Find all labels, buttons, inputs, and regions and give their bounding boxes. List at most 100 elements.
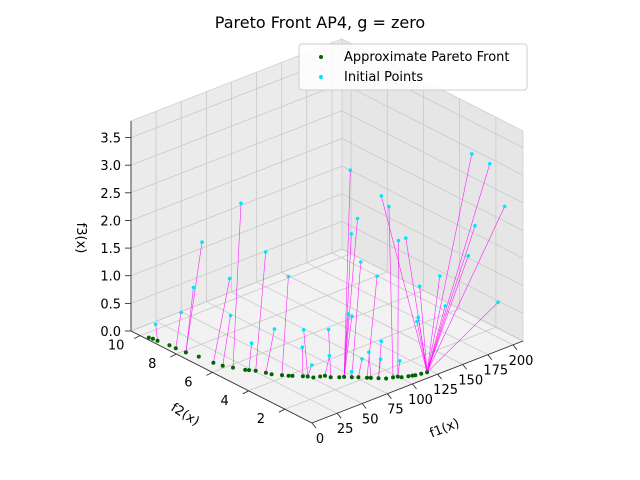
- x-tick-label: 25: [337, 422, 354, 437]
- trajectory-link: [405, 238, 428, 373]
- z-tick-label: 0.0: [100, 325, 121, 340]
- trajectory-link: [343, 233, 352, 377]
- initial-point: [375, 274, 379, 279]
- pareto-point: [349, 375, 354, 380]
- initial-point: [346, 312, 351, 316]
- pareto-point: [323, 373, 327, 378]
- pareto-point: [286, 373, 291, 378]
- grid-line-x: [331, 252, 514, 346]
- pareto-point: [253, 368, 258, 373]
- trajectory-link: [232, 203, 242, 368]
- pareto-point: [419, 371, 424, 376]
- y-tick-label: 10: [108, 339, 125, 354]
- pareto-point: [146, 335, 151, 340]
- grid-line-z: [341, 110, 524, 204]
- pareto-point: [220, 363, 225, 368]
- initial-point: [300, 345, 305, 350]
- initial-point: [396, 238, 401, 243]
- grid-line-y: [212, 290, 424, 373]
- initial-point: [473, 224, 477, 228]
- initial-point: [200, 240, 204, 244]
- z-tick-label: 3.5: [100, 132, 121, 147]
- trajectory-link: [381, 195, 428, 373]
- initial-point: [179, 310, 183, 315]
- pareto-point: [196, 354, 201, 359]
- grid-line-z: [341, 138, 524, 231]
- y-tick-label: 2: [257, 412, 265, 427]
- trajectory-link: [343, 170, 351, 377]
- y-tick-label: 4: [221, 394, 229, 409]
- trajectory-link: [426, 275, 441, 373]
- legend-label-initial: Initial Points: [344, 70, 423, 85]
- trajectory-link: [213, 278, 230, 363]
- grid-line-y: [284, 326, 497, 410]
- initial-point: [191, 285, 196, 290]
- x-tick-label: 75: [387, 403, 404, 418]
- grid-line-z: [130, 110, 343, 194]
- initial-point: [367, 350, 371, 355]
- pareto-front-points: [146, 335, 430, 381]
- pareto-point: [413, 373, 418, 378]
- trajectory-link: [397, 240, 399, 377]
- grid-line-z: [130, 138, 343, 221]
- pareto-point: [269, 372, 274, 377]
- initial-point: [404, 236, 408, 240]
- initial-point: [360, 357, 364, 361]
- trajectory-links: [155, 153, 505, 379]
- pareto-point: [167, 343, 172, 348]
- initial-point: [348, 168, 353, 172]
- legend: Approximate Pareto Front Initial Points: [298, 43, 528, 91]
- x-tick-label: 50: [362, 413, 379, 428]
- x-tick-label: 150: [458, 373, 483, 388]
- trajectory-link: [307, 364, 313, 377]
- trajectory-link: [366, 276, 378, 378]
- grid-line-z: [341, 193, 524, 287]
- x-tick-label: 0: [316, 432, 324, 447]
- x-tick-mark: [462, 364, 468, 370]
- z-axis-label: f3(x): [73, 223, 88, 254]
- initial-point: [398, 359, 402, 363]
- pareto-point: [211, 360, 216, 365]
- pareto-point: [231, 365, 235, 370]
- initial-point: [355, 216, 360, 221]
- trajectory-link: [155, 324, 158, 341]
- initial-point: [349, 232, 354, 236]
- pareto-point: [365, 375, 369, 380]
- y-axis-line: [130, 330, 313, 424]
- grid-line-x: [181, 311, 363, 404]
- grid-line-x: [155, 320, 338, 414]
- trajectory-link: [324, 355, 330, 376]
- pareto-point: [155, 338, 160, 343]
- trajectory-link: [185, 287, 194, 353]
- trajectory-link: [343, 316, 353, 377]
- initial-point: [470, 152, 474, 156]
- initial-point: [249, 341, 254, 346]
- y-tick-mark: [242, 390, 249, 395]
- initial-point: [272, 327, 277, 331]
- trajectory-link: [426, 302, 499, 373]
- pareto-point: [406, 374, 411, 379]
- pareto-point: [318, 374, 323, 379]
- initial-point: [326, 327, 331, 332]
- initial-point: [359, 260, 363, 264]
- grid-line-z: [130, 221, 343, 304]
- trajectory-link: [303, 329, 308, 377]
- pareto-point: [337, 375, 342, 380]
- initial-point: [286, 274, 291, 279]
- trajectory-link: [302, 347, 304, 377]
- initial-point: [349, 369, 354, 374]
- x-tick-mark: [361, 403, 367, 409]
- initial-point: [227, 276, 232, 281]
- trajectory-link: [343, 218, 358, 377]
- pareto-point: [342, 374, 347, 379]
- z-tick-label: 1.0: [100, 270, 121, 285]
- initial-point: [379, 339, 384, 344]
- trajectory-link: [426, 163, 491, 373]
- pareto-point: [376, 376, 381, 381]
- chart-title: Pareto Front AP4, g = zero: [215, 13, 425, 32]
- trajectory-link: [248, 343, 252, 371]
- z-tick-label: 2.5: [100, 187, 121, 202]
- grid-line-x: [306, 262, 488, 356]
- y-tick-label: 6: [184, 375, 192, 390]
